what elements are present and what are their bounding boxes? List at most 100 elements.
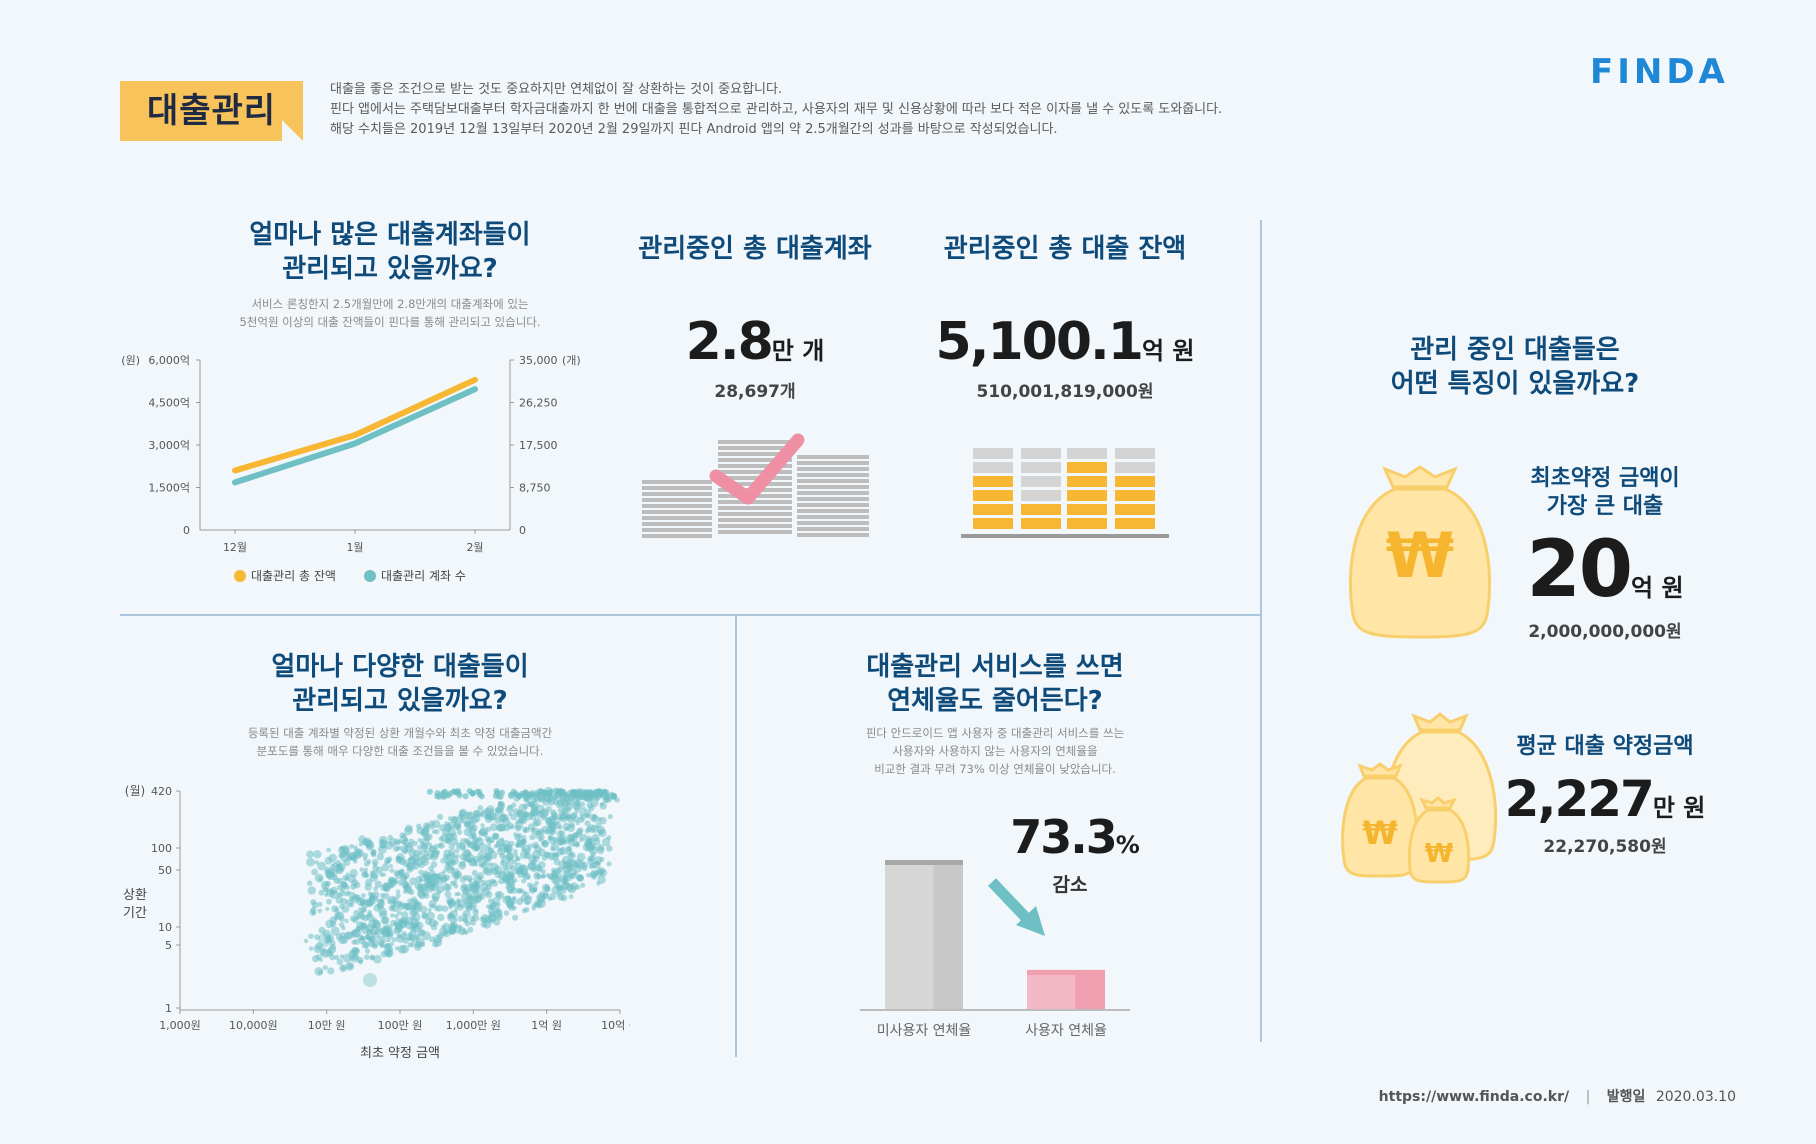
scatter-point	[474, 788, 481, 795]
scatter-point	[404, 826, 413, 836]
paper-sheet	[718, 524, 792, 528]
scatter-point	[465, 811, 473, 820]
y-tick-label-right: 17,500	[519, 439, 558, 452]
x-tick-label: 1,000만 원	[446, 1019, 501, 1032]
decrease-label: 감소	[1052, 874, 1088, 896]
scatter-point	[449, 852, 456, 859]
stat-accounts-title: 관리중인 총 대출계좌	[638, 234, 872, 264]
scatter-point	[558, 837, 566, 844]
legend-label: 대출관리 총 잔액	[251, 569, 336, 583]
max-loan-unit: 억 원	[1631, 574, 1684, 602]
scatter-point	[560, 812, 568, 820]
scatter-point	[544, 816, 553, 825]
scatter-point	[521, 872, 528, 878]
x-axis-label: 최초 약정 금액	[360, 1046, 440, 1061]
money-bag-knot	[1357, 762, 1403, 778]
money-bag-knot	[1419, 796, 1457, 810]
sub-line: 분포도를 통해 매우 다양한 대출 조건들을 볼 수 있었습니다.	[256, 744, 544, 758]
money-bag-body-small	[1341, 776, 1419, 878]
scatter-point	[600, 788, 607, 795]
scatter-point	[326, 898, 332, 905]
y-tick-label-left: 3,000억	[148, 439, 190, 452]
scatter-point	[606, 835, 612, 841]
scatter-point	[470, 884, 480, 894]
scatter-point	[509, 885, 516, 891]
scatter-point	[541, 825, 549, 833]
y-tick-label: 1	[165, 1002, 172, 1015]
avg-loan-title: 평균 대출 약정금액	[1516, 734, 1694, 759]
coin	[973, 504, 1013, 515]
y-tick-label: 50	[158, 864, 172, 877]
scatter-dots	[303, 786, 620, 987]
scatter-point	[442, 869, 447, 874]
title-line: 관리되고 있을까요?	[282, 254, 498, 284]
footer-url[interactable]: https://www.finda.co.kr/	[1378, 1089, 1570, 1105]
scatter-point	[529, 834, 536, 841]
paper-sheet	[642, 516, 712, 520]
scatter-point	[607, 814, 613, 820]
scatter-point	[353, 938, 360, 945]
scatter-point	[390, 913, 395, 918]
coin	[1021, 504, 1061, 515]
scatter-point	[516, 897, 524, 906]
section2-title: 얼마나 다양한 대출들이 관리되고 있을까요?	[150, 650, 650, 718]
scatter-point	[459, 819, 464, 824]
scatter-point	[449, 929, 455, 935]
sub-line: 서비스 론칭한지 2.5개월만에 2.8만개의 대출계좌에 있는	[251, 297, 529, 311]
scatter-point	[336, 877, 344, 884]
scatter-point	[315, 954, 322, 960]
scatter-point	[340, 965, 346, 971]
max-loan-exact: 2,000,000,000원	[1528, 622, 1682, 642]
scatter-point	[389, 902, 397, 909]
scatter-point	[525, 799, 530, 804]
scatter-point	[351, 954, 359, 963]
scatter-point	[457, 915, 464, 922]
scatter-point	[452, 880, 458, 886]
scatter-point	[514, 821, 523, 830]
scatter-point	[455, 842, 463, 849]
paper-sheet	[797, 515, 869, 519]
scatter-point	[579, 811, 585, 817]
scatter-point	[555, 883, 563, 891]
scatter-point	[479, 916, 485, 922]
scatter-point	[416, 886, 424, 893]
scatter-point	[574, 865, 582, 873]
won-sign: ₩	[1386, 519, 1454, 592]
scatter-point	[340, 853, 349, 863]
scatter-point	[353, 859, 358, 864]
scatter-point	[411, 934, 419, 943]
scatter-point	[367, 910, 372, 915]
scatter-point	[314, 860, 319, 865]
scatter-point	[548, 893, 557, 901]
scatter-point	[586, 872, 591, 878]
money-bag-knot	[1411, 712, 1469, 732]
scatter-point	[342, 953, 352, 963]
title-line: 얼마나 많은 대출계좌들이	[249, 220, 531, 250]
scatter-point	[527, 843, 533, 849]
scatter-point	[307, 886, 316, 895]
scatter-point	[440, 875, 448, 883]
scatter-point	[492, 901, 498, 907]
scatter-point	[388, 895, 396, 904]
scatter-point	[404, 916, 413, 925]
won-sign: ₩	[1425, 839, 1454, 869]
scatter-point	[466, 858, 471, 863]
scatter-point	[485, 904, 491, 909]
scatter-point	[326, 847, 331, 853]
scatter-point	[391, 937, 397, 943]
scatter-point	[450, 866, 455, 871]
scatter-point	[419, 841, 425, 847]
scatter-point	[352, 916, 359, 924]
scatter-point	[431, 872, 439, 881]
money-bag-icon: ₩	[1348, 465, 1492, 639]
scatter-point	[568, 894, 574, 899]
scatter-point	[381, 863, 390, 872]
y-tick-label-left: 4,500억	[148, 397, 190, 410]
scatter-point	[574, 791, 581, 797]
scatter-point	[400, 911, 409, 919]
series-line	[232, 376, 478, 474]
scatter-point	[472, 843, 478, 850]
scatter-point	[565, 883, 574, 892]
scatter-point	[345, 899, 353, 907]
scatter-point	[418, 850, 423, 856]
